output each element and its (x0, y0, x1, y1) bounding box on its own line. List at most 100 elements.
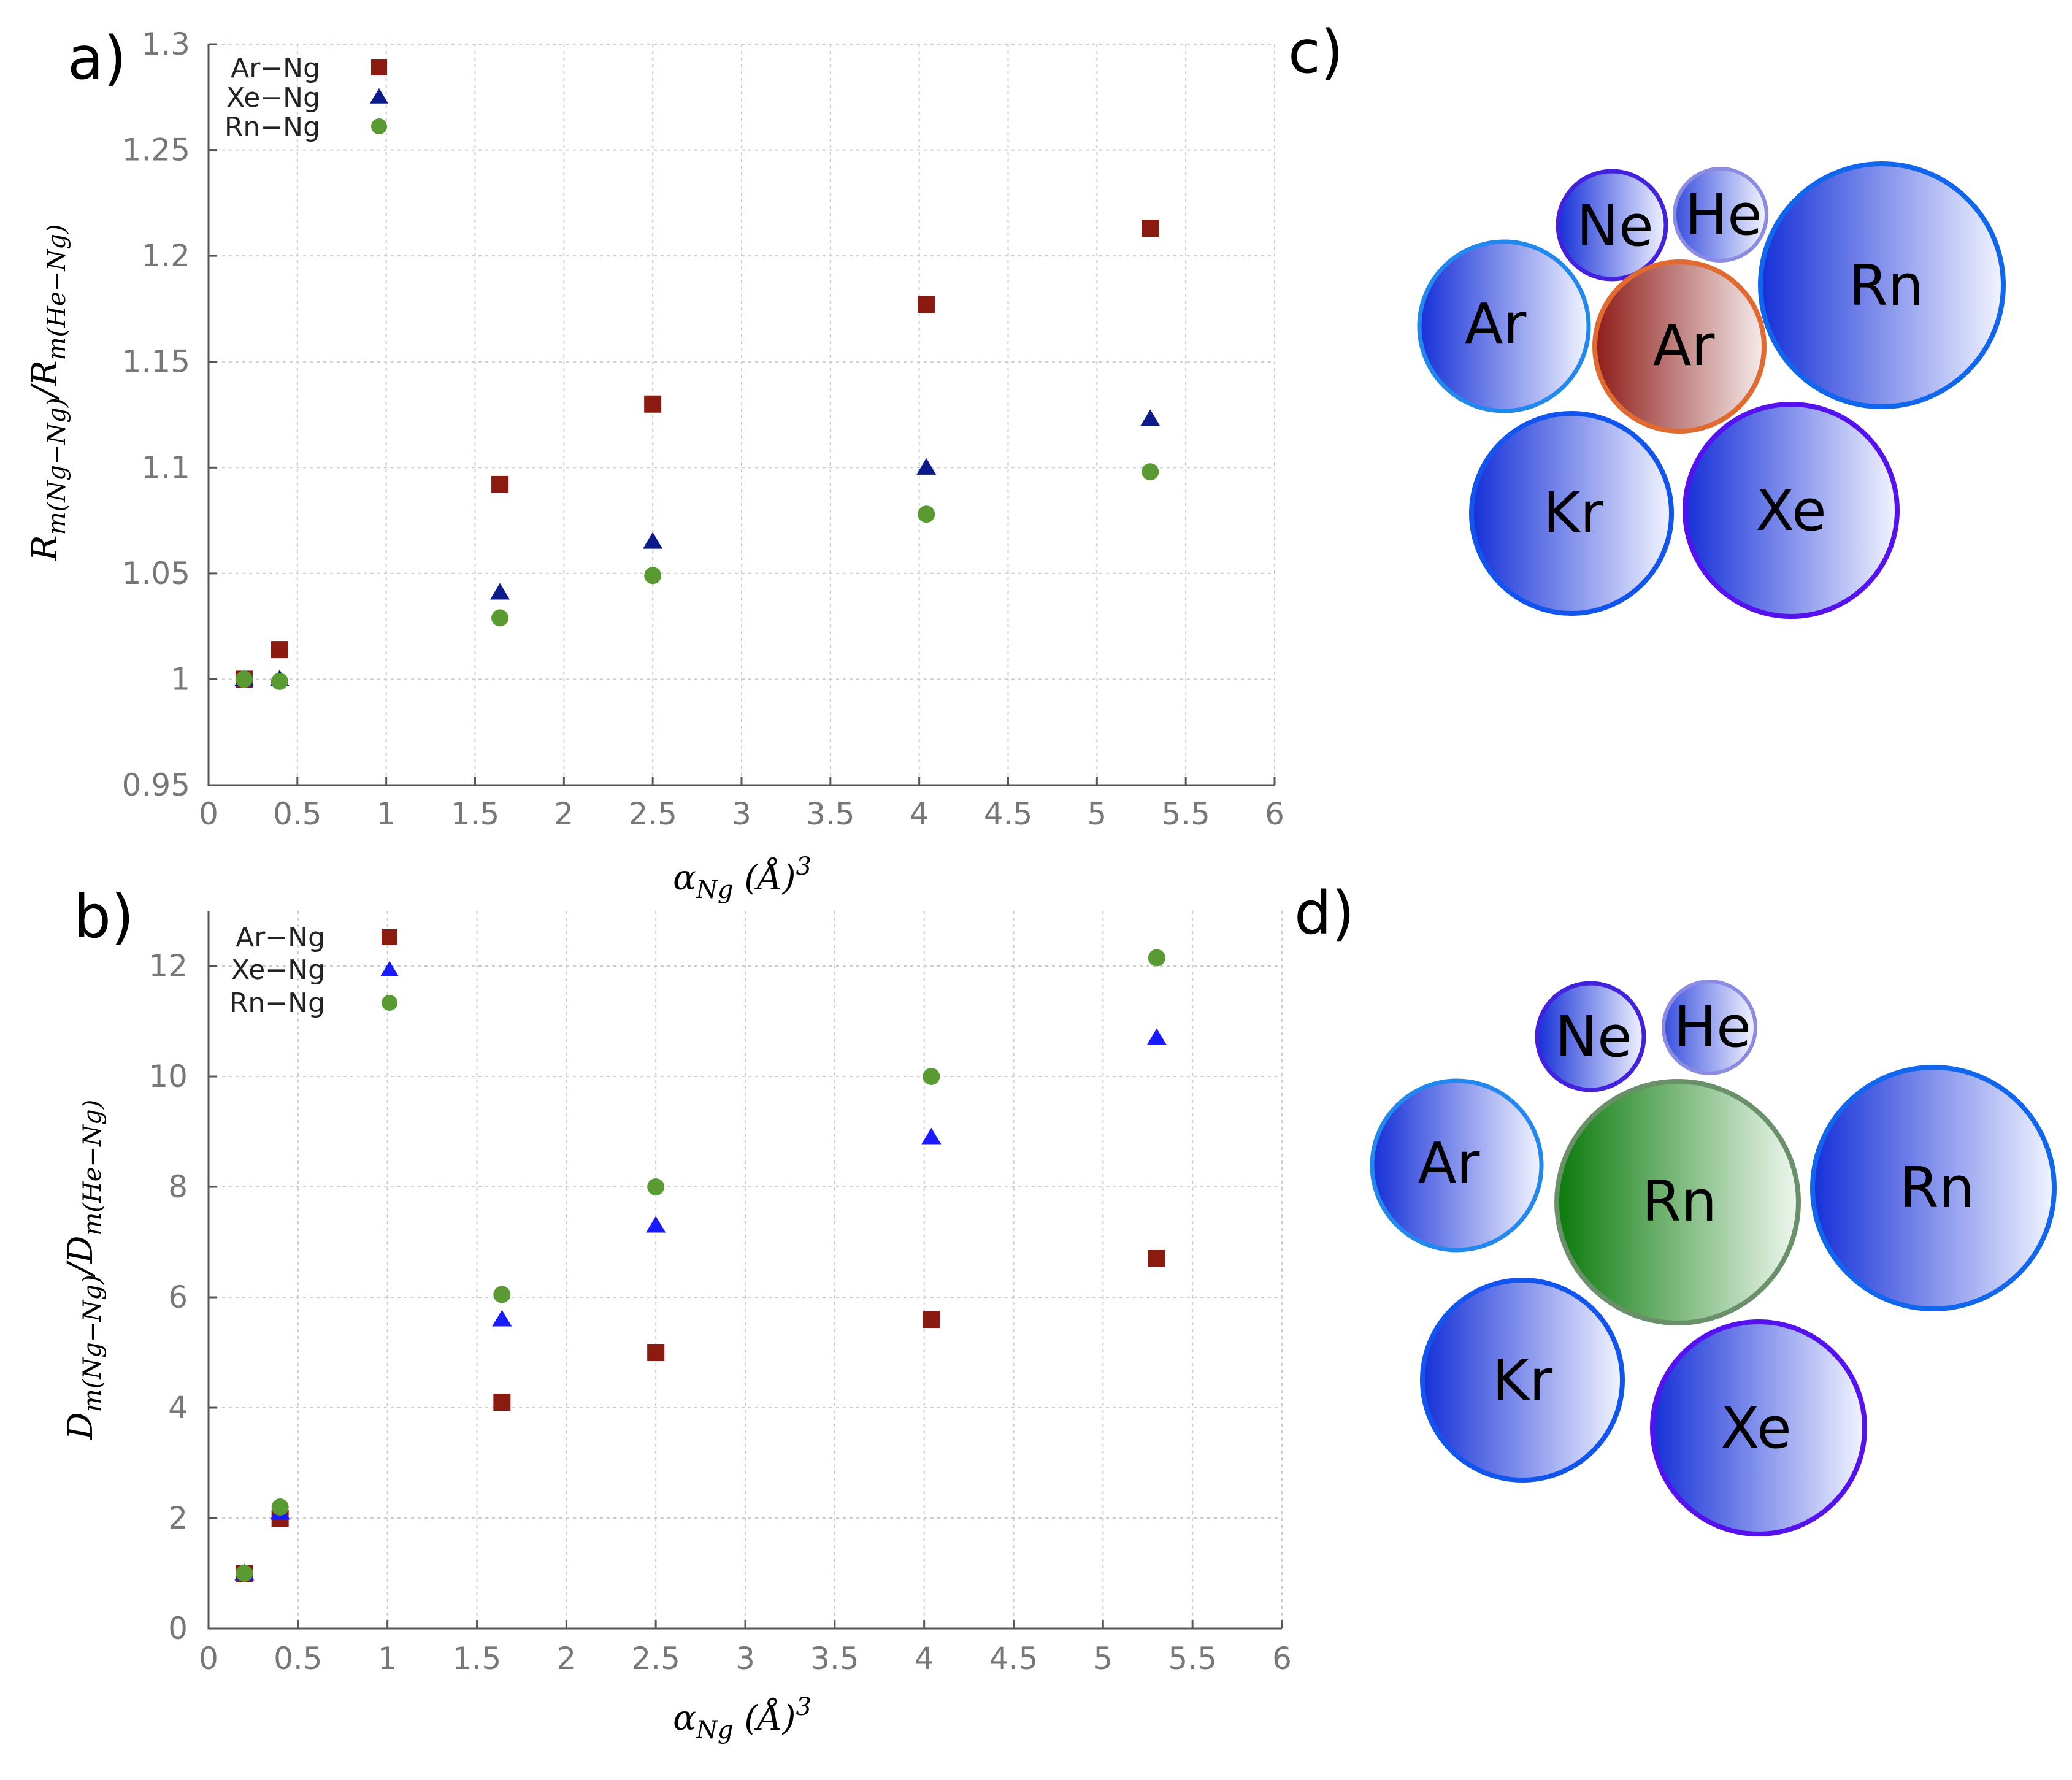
x-tick-label: 4.5 (984, 796, 1033, 832)
chart-b-ylabel: Dm(Ng−Ng)/Dm(He−Ng) (61, 1100, 107, 1440)
atom-label: Rn (1900, 1155, 1974, 1221)
atom-label: Ar (1465, 291, 1527, 357)
atom-xe: Xe (1683, 402, 1900, 619)
x-tick-label: 2.5 (631, 1641, 680, 1676)
data-point-circle (491, 609, 509, 627)
atom-kr: Kr (1420, 1278, 1625, 1483)
data-point-square (493, 1394, 511, 1411)
legend-marker-circle (382, 995, 397, 1011)
x-tick-label: 6 (1265, 796, 1284, 832)
data-point-circle (1142, 463, 1159, 481)
center-atom-label: Ar (1653, 313, 1715, 378)
chart-a-legend-label-xe: Xe−Ng (226, 82, 320, 113)
atom-ne: Ne (1535, 981, 1646, 1092)
data-point-triangle (492, 1310, 512, 1327)
x-tick-label: 0 (199, 1641, 218, 1676)
y-tick-label: 1.2 (141, 238, 190, 274)
data-point-triangle (916, 458, 937, 475)
atom-label: Xe (1755, 478, 1827, 543)
chart-a-ylabel: Rm(Ng−Ng)/Rm(He−Ng) (25, 224, 71, 562)
data-point-circle (918, 505, 935, 523)
legend-marker-square (382, 929, 397, 945)
x-tick-label: 3 (735, 1641, 755, 1676)
x-tick-label: 0.5 (274, 1641, 323, 1676)
y-tick-label: 8 (168, 1169, 188, 1205)
y-tick-label: 2 (168, 1500, 188, 1536)
data-point-circle (236, 1565, 253, 1582)
data-point-square (1148, 1250, 1165, 1267)
atom-he: He (1662, 980, 1757, 1075)
data-point-triangle (489, 583, 510, 600)
atom-ar: Ar (1370, 1078, 1544, 1253)
x-tick-label: 5 (1093, 1641, 1113, 1676)
panel-label-c: c) (1288, 18, 1343, 86)
y-tick-label: 1.05 (122, 556, 190, 591)
x-tick-label: 5.5 (1168, 1641, 1217, 1676)
data-point-square (918, 296, 935, 313)
diagram-d: Ne He Ar Rn Kr Xe Rn (1370, 980, 2057, 1536)
center-atom-rn: Rn (1554, 1079, 1801, 1325)
atom-label: Ar (1418, 1130, 1480, 1196)
data-point-square (1142, 220, 1159, 237)
center-atom-label: Rn (1642, 1168, 1717, 1234)
panel-label-a: a) (67, 24, 126, 93)
y-tick-label: 0.95 (122, 767, 190, 803)
chart-b-legend-label-ar: Ar−Ng (236, 922, 325, 953)
chart-b-grid (208, 911, 1283, 1629)
x-tick-label: 3.5 (810, 1641, 859, 1676)
x-tick-label: 6 (1272, 1641, 1292, 1676)
center-atom-ar: Ar (1592, 259, 1767, 434)
data-point-square (491, 475, 509, 493)
x-tick-label: 4.5 (989, 1641, 1038, 1676)
atom-label: He (1674, 994, 1751, 1060)
atom-label: Ne (1555, 1004, 1632, 1070)
legend-marker-square (371, 59, 387, 75)
legend-marker-triangle (380, 961, 399, 976)
legend-marker-triangle (370, 88, 388, 104)
x-tick-label: 0.5 (273, 796, 322, 832)
chart-b-legend-label-rn: Rn−Ng (229, 988, 325, 1019)
atom-label: Ne (1576, 193, 1653, 259)
chart-a-grid (208, 44, 1275, 786)
x-tick-label: 1 (378, 1641, 397, 1676)
chart-a-axes: 0 0.5 1 1.5 2 2.5 3 3.5 4 4.5 5 5.5 6 0.95 1 1.05 1.1 1.1… (122, 26, 1284, 832)
chart-b-xlabel: αNg (Å)3 (673, 1693, 812, 1744)
x-tick-label: 4 (915, 1641, 934, 1676)
x-tick-label: 5.5 (1161, 796, 1210, 832)
x-tick-label: 1.5 (453, 1641, 502, 1676)
x-tick-label: 5 (1087, 796, 1107, 832)
y-tick-label: 1.15 (122, 344, 190, 380)
data-point-triangle (1140, 409, 1161, 426)
atom-xe: Xe (1650, 1319, 1867, 1536)
chart-b-points (234, 949, 1167, 1582)
data-point-triangle (646, 1216, 666, 1233)
atom-rn: Rn (1810, 1065, 2057, 1311)
data-point-circle (923, 1068, 940, 1085)
y-tick-label: 1 (171, 661, 190, 697)
atom-ne: Ne (1556, 169, 1668, 282)
panel-label-d: d) (1294, 879, 1354, 948)
data-point-triangle (1146, 1028, 1167, 1045)
data-point-circle (647, 1178, 665, 1195)
chart-a-legend-label-rn: Rn−Ng (224, 112, 320, 143)
y-tick-label: 1.3 (141, 26, 190, 62)
x-tick-label: 2.5 (628, 796, 677, 832)
panel-label-b: b) (74, 883, 134, 951)
chart-b-axes: 0 0.5 1 1.5 2 2.5 3 3.5 4 4.5 5 5.5 6 0 2 4 6 8 10 12 (148, 911, 1292, 1676)
y-tick-label: 0 (168, 1611, 188, 1646)
atom-label: Kr (1543, 480, 1603, 546)
atom-label: Rn (1849, 253, 1924, 318)
y-tick-label: 6 (168, 1279, 188, 1315)
data-point-square (644, 395, 662, 413)
x-tick-label: 2 (554, 796, 574, 832)
chart-a-legend: Ar−Ng Xe−Ng Rn−Ng (224, 53, 388, 143)
y-tick-label: 12 (148, 948, 188, 984)
y-tick-label: 10 (148, 1059, 188, 1094)
data-point-square (923, 1311, 940, 1328)
y-tick-label: 1.1 (141, 450, 190, 485)
chart-a-legend-label-ar: Ar−Ng (231, 53, 320, 84)
legend-marker-circle (371, 118, 387, 134)
atom-rn: Rn (1758, 161, 2006, 409)
x-tick-label: 3 (732, 796, 751, 832)
